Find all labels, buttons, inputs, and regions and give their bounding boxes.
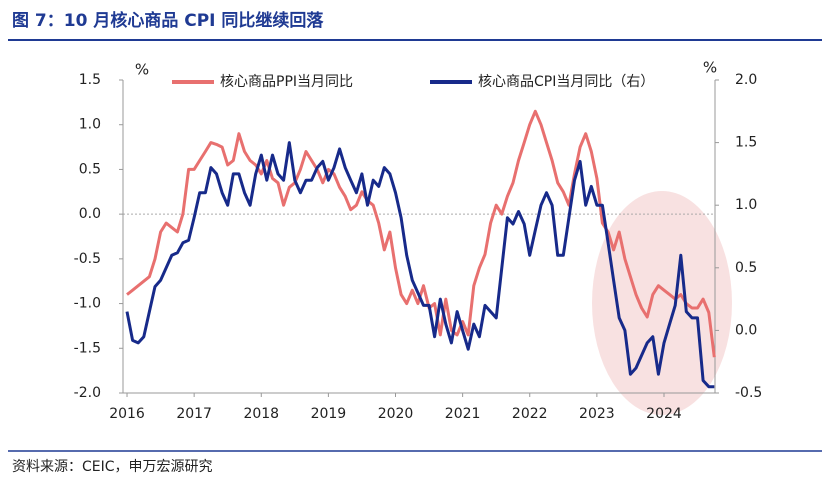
- y-tick-label: -1.0: [74, 296, 101, 312]
- y2-tick-label: 2.0: [735, 72, 757, 88]
- y-tick-label: -1.5: [74, 340, 101, 356]
- x-tick-label: 2018: [243, 406, 279, 422]
- x-tick-label: 2017: [176, 406, 212, 422]
- legend-label: 核心商品PPI当月同比: [220, 74, 353, 90]
- chart-title: 图 7：10 月核心商品 CPI 同比继续回落: [12, 10, 324, 31]
- y2-tick-label: -0.5: [735, 385, 762, 401]
- y2-tick-label: 0.0: [735, 322, 757, 338]
- series-line: [125, 141, 715, 389]
- y2-unit: %: [703, 59, 717, 77]
- y-tick-label: -0.5: [74, 251, 101, 267]
- x-tick-label: 2023: [579, 406, 615, 422]
- x-tick-label: 2022: [512, 406, 548, 422]
- x-tick-label: 2024: [646, 406, 682, 422]
- y-tick-label: 1.5: [79, 72, 101, 88]
- y2-tick-label: 1.5: [735, 135, 757, 151]
- x-tick-label: 2019: [311, 406, 347, 422]
- y-tick-label: 0.5: [79, 161, 101, 177]
- legend-label: 核心商品CPI当月同比（右）: [478, 74, 654, 90]
- y-tick-label: 1.0: [79, 117, 101, 133]
- x-tick-label: 2016: [109, 406, 145, 422]
- x-tick-label: 2020: [378, 406, 414, 422]
- y2-tick-label: 1.0: [735, 197, 757, 213]
- y-unit: %: [135, 61, 149, 79]
- y2-tick-label: 0.5: [735, 260, 757, 276]
- y-tick-label: -2.0: [74, 385, 101, 401]
- y-tick-label: 0.0: [79, 206, 101, 222]
- x-tick-label: 2021: [445, 406, 481, 422]
- highlight: [592, 191, 732, 415]
- series-line: [126, 109, 716, 358]
- source: 资料来源：CEIC，申万宏源研究: [12, 459, 213, 475]
